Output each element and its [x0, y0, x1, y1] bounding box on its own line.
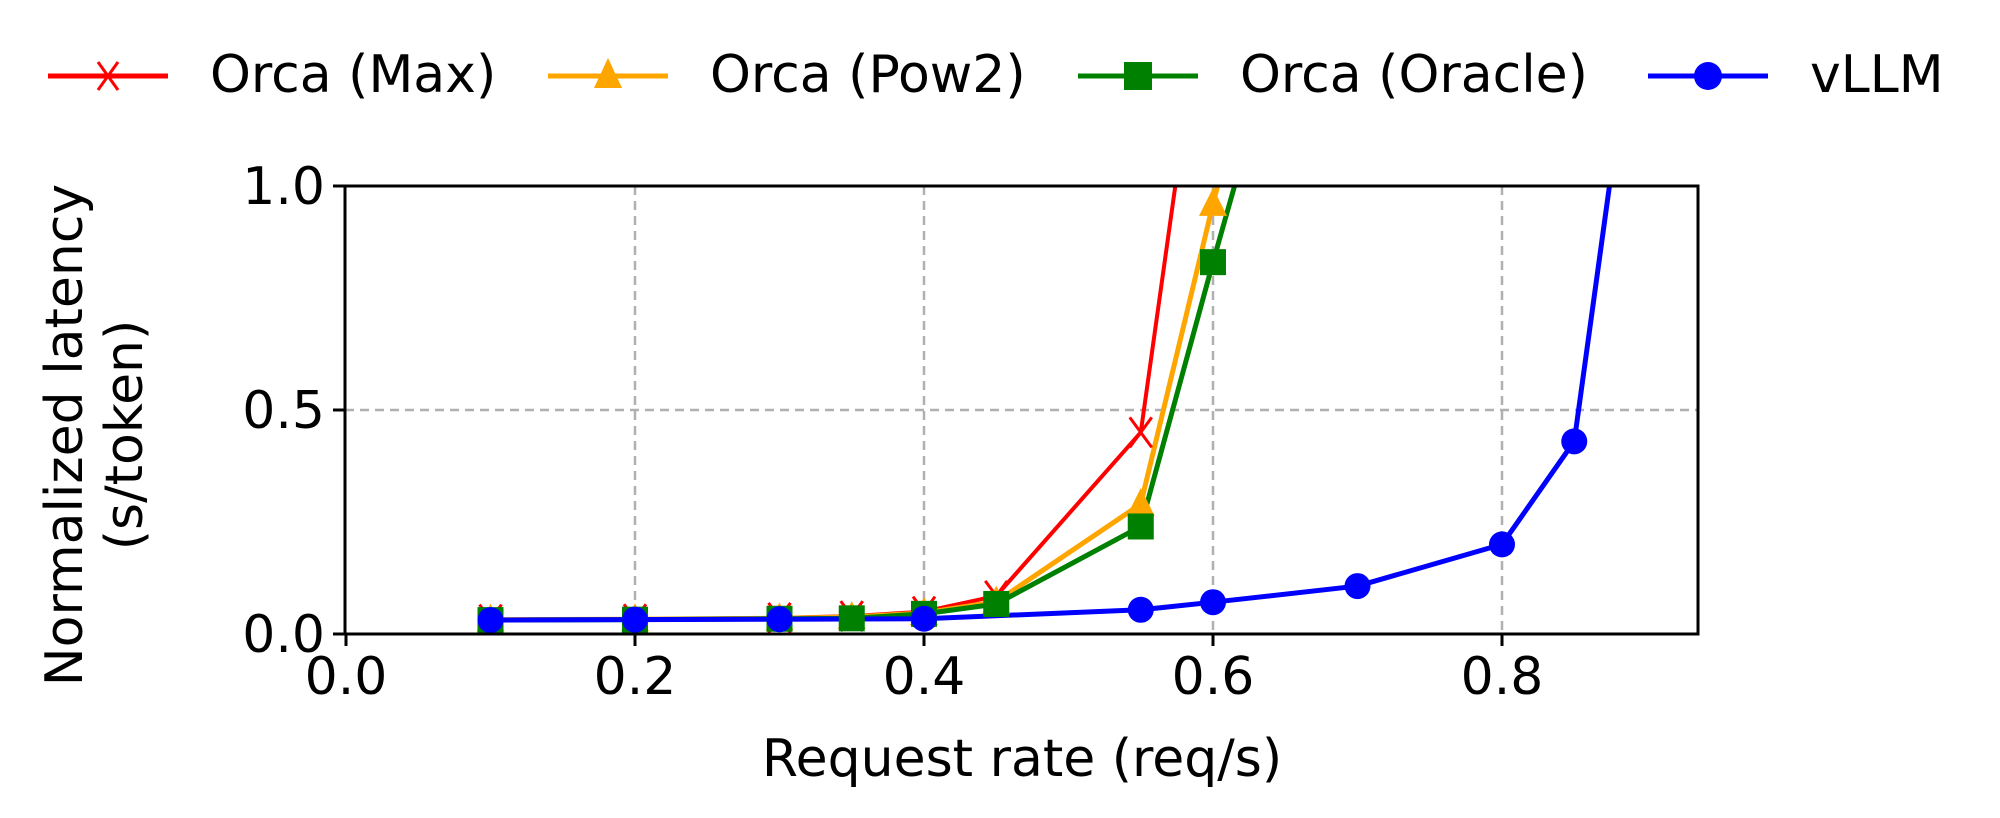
series-line-vllm — [490, 186, 1612, 623]
legend-item-vllm: vLLM — [1648, 45, 1944, 105]
x-marker-icon — [96, 61, 120, 91]
y-tick-label: 1.0 — [242, 157, 325, 217]
circle-marker-icon — [1344, 573, 1371, 600]
circle-marker-icon — [1200, 589, 1226, 616]
circle-marker-icon — [1694, 62, 1722, 90]
square-marker-icon — [1127, 513, 1154, 540]
square-marker-icon — [838, 605, 865, 632]
circle-marker-icon — [1489, 531, 1515, 558]
x-marker-icon — [1128, 416, 1153, 449]
x-tick-label: 0.4 — [883, 647, 966, 707]
circle-marker-icon — [766, 606, 793, 633]
square-marker-icon — [983, 590, 1010, 617]
legend-label: vLLM — [1810, 45, 1944, 105]
square-marker-icon — [1200, 249, 1226, 276]
square-marker-icon — [1124, 62, 1152, 90]
legend-label: Orca (Oracle) — [1240, 45, 1588, 105]
y-axis-label-line1: Normalized latency — [35, 184, 95, 686]
data-markers — [476, 187, 1588, 636]
circle-marker-icon — [911, 605, 937, 632]
y-axis-label: Normalized latency (s/token) — [35, 184, 155, 686]
legend-item-orca-pow2: Orca (Pow2) — [548, 45, 1026, 105]
legend-item-orca-max: Orca (Max) — [48, 45, 496, 105]
triangle-marker-icon — [594, 58, 622, 88]
legend: Orca (Max) Orca (Pow2) Orca (Oracle) vLL… — [48, 45, 1944, 105]
triangle-marker-icon — [1199, 187, 1227, 216]
y-tick-label: 0.5 — [242, 381, 325, 441]
legend-label: Orca (Pow2) — [710, 45, 1026, 105]
x-axis-label: Request rate (req/s) — [762, 729, 1282, 789]
triangle-marker-icon — [1126, 488, 1155, 517]
y-axis-label-line2: (s/token) — [95, 320, 155, 551]
circle-marker-icon — [1561, 428, 1588, 455]
x-tick-label: 0.6 — [1172, 647, 1255, 707]
legend-item-orca-oracle: Orca (Oracle) — [1078, 45, 1588, 105]
axis-ticks: 0.0 0.2 0.4 0.6 0.8 0.0 0.5 1.0 — [242, 157, 1543, 707]
x-tick-label: 0.0 — [305, 647, 388, 707]
circle-marker-icon — [477, 607, 504, 634]
legend-label: Orca (Max) — [210, 45, 496, 105]
x-tick-label: 0.2 — [594, 647, 677, 707]
grid-lines — [345, 186, 1698, 634]
x-tick-label: 0.8 — [1461, 647, 1544, 707]
circle-marker-icon — [1127, 596, 1154, 623]
circle-marker-icon — [622, 606, 648, 633]
y-tick-label: 0.0 — [242, 605, 325, 665]
